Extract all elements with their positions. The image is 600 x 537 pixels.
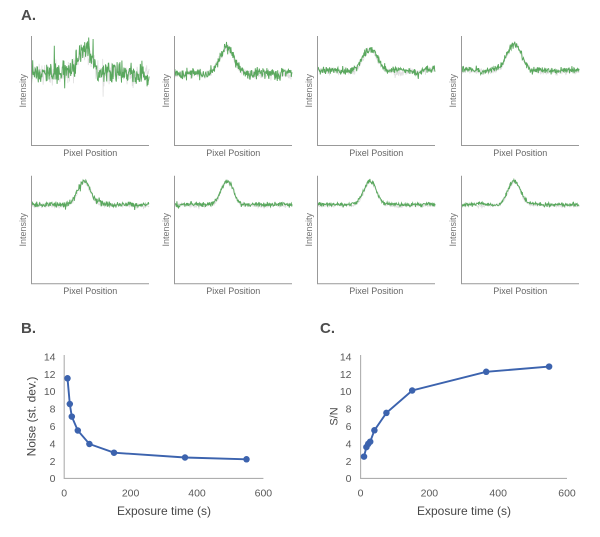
svg-text:4: 4 <box>50 438 56 450</box>
svg-text:Intensity: Intensity <box>18 212 28 246</box>
svg-text:Pixel Position: Pixel Position <box>349 148 403 158</box>
svg-text:6: 6 <box>346 421 352 433</box>
svg-text:2: 2 <box>346 456 352 468</box>
svg-text:B.: B. <box>21 320 36 337</box>
svg-text:0: 0 <box>61 488 67 500</box>
svg-text:400: 400 <box>188 488 206 500</box>
svg-text:Exposure time (s): Exposure time (s) <box>417 504 511 518</box>
svg-text:Pixel Position: Pixel Position <box>349 286 403 296</box>
svg-text:Pixel Position: Pixel Position <box>493 286 547 296</box>
svg-text:Intensity: Intensity <box>448 73 458 107</box>
svg-text:600: 600 <box>558 488 576 500</box>
svg-text:4: 4 <box>346 438 352 450</box>
svg-text:Intensity: Intensity <box>304 212 314 246</box>
svg-text:200: 200 <box>122 488 140 500</box>
svg-text:8: 8 <box>50 404 56 416</box>
svg-text:A.: A. <box>21 7 36 24</box>
svg-text:2: 2 <box>50 456 56 468</box>
svg-text:S/N: S/N <box>329 407 341 425</box>
svg-text:10: 10 <box>340 386 352 398</box>
svg-text:200: 200 <box>421 488 439 500</box>
svg-text:12: 12 <box>44 369 56 381</box>
svg-text:Pixel Position: Pixel Position <box>206 286 260 296</box>
svg-text:14: 14 <box>44 351 56 363</box>
svg-text:0: 0 <box>50 473 56 485</box>
svg-text:600: 600 <box>255 488 273 500</box>
svg-text:C.: C. <box>320 320 335 337</box>
svg-text:0: 0 <box>358 488 364 500</box>
svg-text:14: 14 <box>340 351 352 363</box>
svg-text:Exposure time (s): Exposure time (s) <box>117 504 211 518</box>
svg-text:10: 10 <box>44 386 56 398</box>
svg-text:Intensity: Intensity <box>448 212 458 246</box>
svg-text:400: 400 <box>489 488 507 500</box>
svg-text:6: 6 <box>50 421 56 433</box>
svg-text:Intensity: Intensity <box>304 73 314 107</box>
svg-text:12: 12 <box>340 369 352 381</box>
svg-text:Intensity: Intensity <box>161 212 171 246</box>
svg-text:Pixel Position: Pixel Position <box>63 148 117 158</box>
svg-text:Intensity: Intensity <box>18 73 28 107</box>
svg-text:8: 8 <box>346 404 352 416</box>
svg-text:Pixel Position: Pixel Position <box>493 148 547 158</box>
svg-text:Pixel Position: Pixel Position <box>63 286 117 296</box>
svg-text:0: 0 <box>346 473 352 485</box>
svg-text:Intensity: Intensity <box>161 73 171 107</box>
svg-text:Pixel Position: Pixel Position <box>206 148 260 158</box>
svg-text:Noise (st. dev.): Noise (st. dev.) <box>25 377 39 457</box>
